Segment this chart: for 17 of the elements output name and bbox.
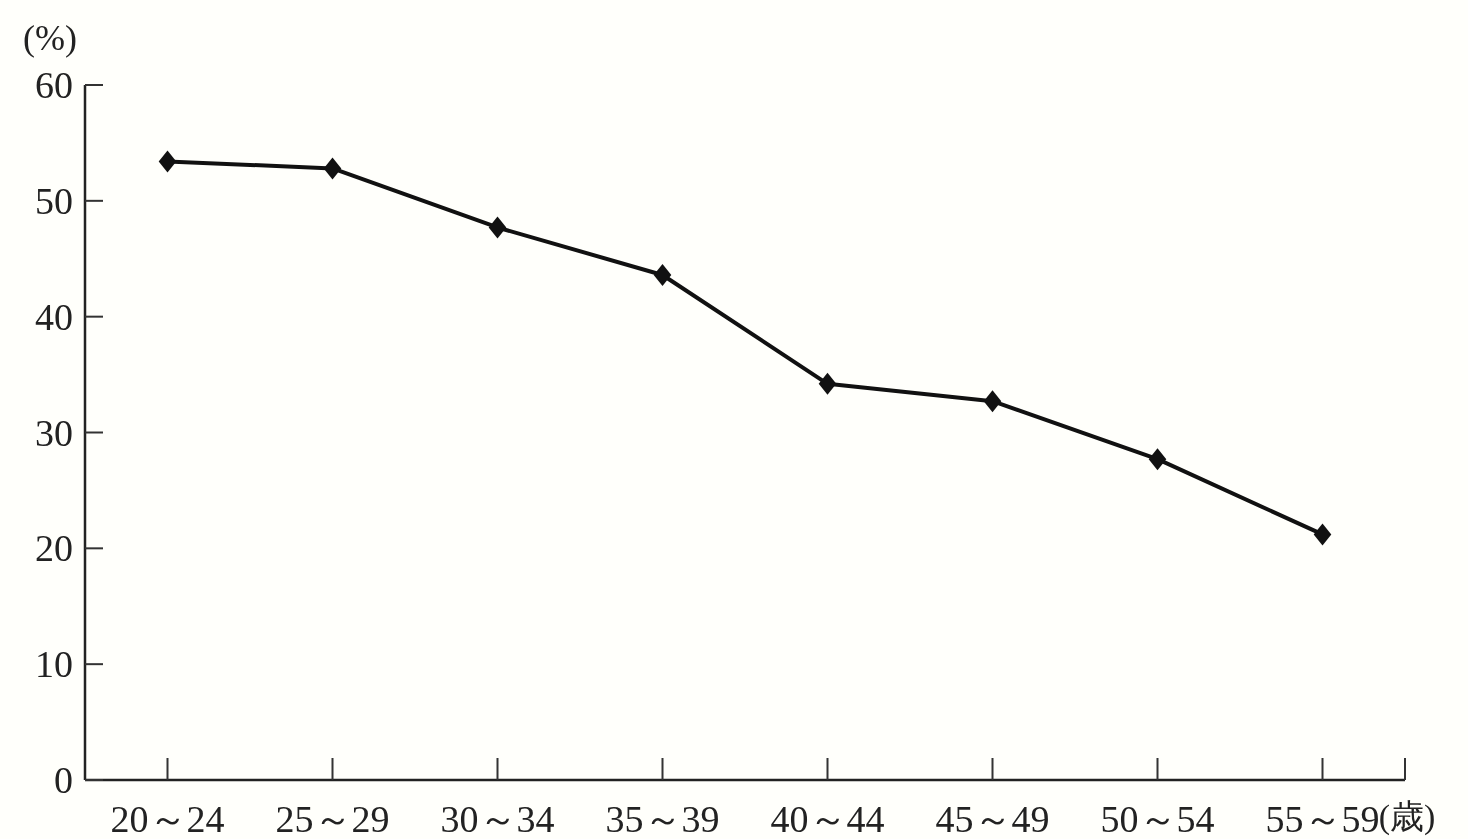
x-tick-label: 55～59 xyxy=(1265,798,1380,839)
y-tick-label: 20 xyxy=(35,527,73,570)
x-tick-label: 40～44 xyxy=(770,798,885,839)
y-axis-title: (%) xyxy=(23,18,77,58)
x-axis-title: (歳) xyxy=(1378,798,1436,836)
y-tick-label: 60 xyxy=(35,64,73,106)
y-tick-label: 30 xyxy=(35,411,73,454)
x-tick-label: 45～49 xyxy=(935,798,1050,839)
x-tick-label: 20～24 xyxy=(110,798,225,839)
x-tick-label: 30～34 xyxy=(440,798,555,839)
x-tick-label: 25～29 xyxy=(275,798,390,839)
x-tick-label: 50～54 xyxy=(1100,798,1215,839)
y-tick-label: 10 xyxy=(35,643,73,686)
y-tick-label: 0 xyxy=(54,759,73,801)
x-tick-label: 35～39 xyxy=(605,798,720,839)
y-tick-label: 40 xyxy=(35,295,73,338)
y-tick-label: 50 xyxy=(35,179,73,222)
